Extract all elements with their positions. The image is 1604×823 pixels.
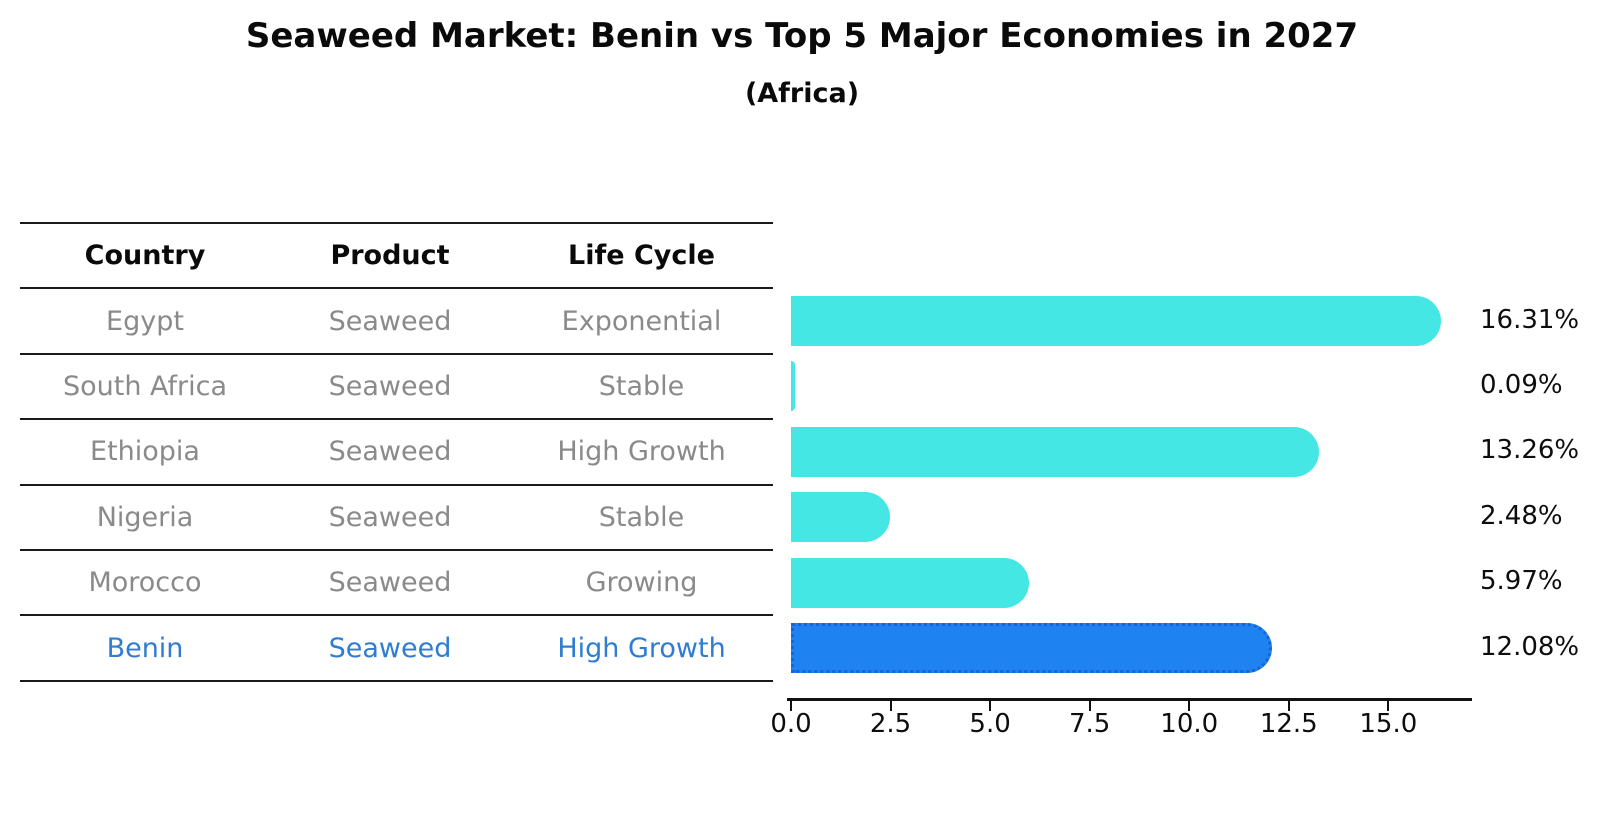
bar xyxy=(791,426,1320,477)
x-tick-mark xyxy=(1287,701,1290,711)
x-tick-label: 2.5 xyxy=(869,709,912,739)
x-tick-mark xyxy=(989,701,992,711)
bar xyxy=(791,296,1441,346)
country-table: Country Product Life Cycle Egypt Seaweed E… xyxy=(20,222,773,682)
x-tick-label: 10.0 xyxy=(1160,709,1219,739)
table-cell-product: Seaweed xyxy=(328,567,452,599)
x-tick-label: 15.0 xyxy=(1359,709,1418,739)
table-body: Egypt Seaweed Exponential South Africa Seawe… xyxy=(20,289,773,682)
x-tick-label: 12.5 xyxy=(1259,709,1318,739)
table-cell-life-cycle: High Growth xyxy=(557,632,726,664)
table-cell-product: Seaweed xyxy=(328,370,452,402)
chart-title: Seaweed Market: Benin vs Top 5 Major Eco… xyxy=(245,16,1359,56)
x-axis-line xyxy=(787,698,1472,701)
table-cell-country: Egypt xyxy=(106,305,184,337)
table-cell-life-cycle: Growing xyxy=(585,567,698,599)
column-header-life-cycle: Life Cycle xyxy=(568,240,715,272)
bar-value-label: 5.97% xyxy=(1480,566,1563,597)
table-row: Morocco Seaweed Growing xyxy=(20,551,773,617)
bar-value-label: 13.26% xyxy=(1480,435,1580,466)
table-cell-life-cycle: Stable xyxy=(598,501,685,533)
table-cell-life-cycle: High Growth xyxy=(557,436,726,468)
table-cell-product: Seaweed xyxy=(328,436,452,468)
table-cell-country: Ethiopia xyxy=(90,436,200,468)
table-cell-product: Seaweed xyxy=(328,501,452,533)
table-row: Benin Seaweed High Growth xyxy=(20,616,773,682)
bar xyxy=(791,492,890,543)
table-cell-life-cycle: Exponential xyxy=(561,305,722,337)
bar xyxy=(791,361,795,412)
x-tick-mark xyxy=(1387,701,1390,711)
bar xyxy=(791,557,1029,608)
table-row: Egypt Seaweed Exponential xyxy=(20,289,773,355)
table-row: Nigeria Seaweed Stable xyxy=(20,486,773,551)
chart-subtitle: (Africa) xyxy=(744,78,860,109)
x-tick-label: 0.0 xyxy=(770,709,812,739)
table-cell-product: Seaweed xyxy=(328,632,452,664)
table-cell-country: Benin xyxy=(106,632,184,664)
x-tick-label: 7.5 xyxy=(1068,709,1111,739)
x-tick-mark xyxy=(790,701,792,711)
x-tick-mark xyxy=(889,701,892,711)
table-cell-country: South Africa xyxy=(62,370,228,402)
bar-value-label: 2.48% xyxy=(1480,500,1563,531)
table-row: Ethiopia Seaweed High Growth xyxy=(20,420,773,486)
x-tick-mark xyxy=(1088,701,1091,711)
column-header-country: Country xyxy=(84,240,206,272)
table-cell-product: Seaweed xyxy=(328,305,452,337)
x-tick-mark xyxy=(1188,701,1191,711)
bar-value-label: 0.09% xyxy=(1480,370,1563,401)
bar-value-label: 12.08% xyxy=(1480,631,1580,662)
bar-benin-highlighted xyxy=(791,623,1273,673)
table-header-row: Country Product Life Cycle xyxy=(20,224,773,290)
bar-value-label: 16.31% xyxy=(1480,304,1580,335)
table-cell-life-cycle: Stable xyxy=(598,370,685,402)
column-header-product: Product xyxy=(330,240,450,272)
table-cell-country: Nigeria xyxy=(96,501,194,533)
x-tick-label: 5.0 xyxy=(969,709,1011,739)
table-row: South Africa Seaweed Stable xyxy=(20,355,773,421)
table-cell-country: Morocco xyxy=(88,567,202,599)
bar-chart: 16.31% 0.09% 13.26% 2.48% 5.97% 12.08% 0.0 2.5… xyxy=(770,287,1581,767)
